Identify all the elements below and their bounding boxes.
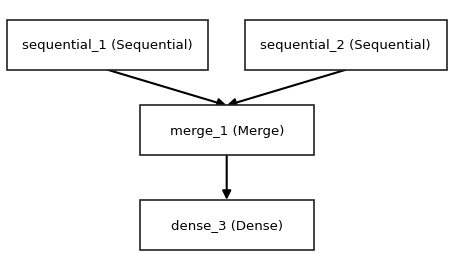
- Text: dense_3 (Dense): dense_3 (Dense): [171, 218, 283, 231]
- Text: sequential_1 (Sequential): sequential_1 (Sequential): [22, 39, 193, 52]
- Text: sequential_2 (Sequential): sequential_2 (Sequential): [261, 39, 431, 52]
- Text: merge_1 (Merge): merge_1 (Merge): [169, 124, 284, 137]
- FancyBboxPatch shape: [7, 21, 208, 71]
- FancyBboxPatch shape: [140, 200, 314, 249]
- FancyBboxPatch shape: [140, 106, 314, 155]
- FancyBboxPatch shape: [245, 21, 447, 71]
